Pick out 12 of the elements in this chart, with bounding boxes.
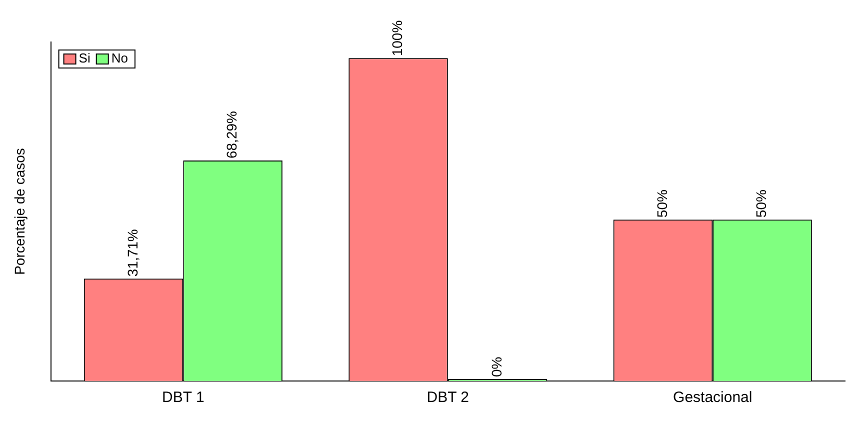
data-label: 31,71% (124, 229, 140, 277)
legend-label: Si (78, 50, 90, 66)
data-label: 0% (488, 356, 504, 377)
legend-label: No (111, 50, 128, 66)
data-label: 100% (389, 20, 406, 56)
y-axis-title: Porcentaje de casos (11, 148, 28, 275)
x-tick-label: Gestacional (673, 389, 752, 406)
data-label: 68,29% (224, 111, 240, 159)
data-label: 50% (753, 190, 770, 218)
data-label: 50% (654, 190, 670, 218)
x-tick-label: DBT 1 (162, 389, 204, 406)
x-tick-label: DBT 2 (426, 389, 470, 406)
